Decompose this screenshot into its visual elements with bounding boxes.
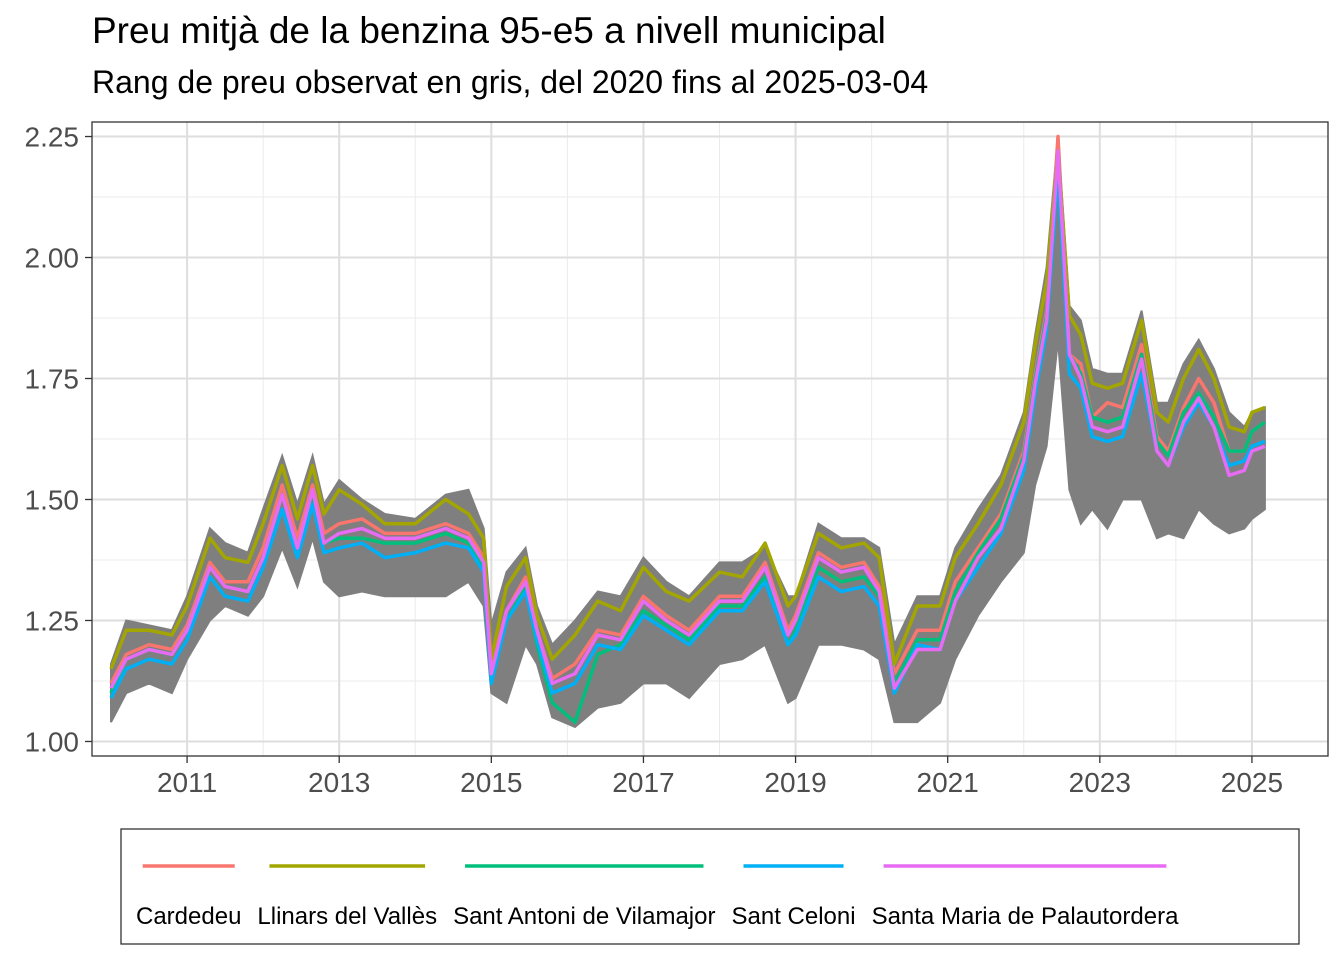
legend-label: Santa Maria de Palautordera	[872, 903, 1180, 930]
price-range-band	[110, 136, 1266, 729]
y-tick-label: 2.25	[25, 122, 80, 153]
x-tick-label: 2011	[157, 767, 217, 798]
x-tick-label: 2019	[764, 767, 826, 798]
legend-label: Llinars del Vallès	[257, 903, 437, 930]
series-lines	[109, 134, 1266, 724]
x-tick-label: 2021	[917, 767, 979, 798]
grid-lines	[92, 122, 1328, 756]
y-tick-label: 1.75	[25, 364, 80, 395]
legend-label: Sant Antoni de Vilamajor	[453, 903, 715, 930]
series-line	[109, 149, 1266, 670]
y-tick-label: 1.00	[25, 726, 80, 757]
plot-border	[91, 121, 1329, 757]
x-tick-label: 2025	[1221, 767, 1283, 798]
legend-label: Cardedeu	[136, 903, 241, 930]
y-tick-label: 2.00	[25, 243, 80, 274]
legend: Cardedeu Llinars del Vallès Sant Antoni de…	[120, 828, 1300, 945]
y-axis: 1.00 1.25 1.50 1.75 2.00 2.25	[25, 122, 92, 757]
chart-title: Preu mitjà de la benzina 95-e5 a nivell …	[92, 10, 886, 51]
series-line	[109, 168, 1266, 699]
chart-subtitle: Rang de preu observat en gris, del 2020 …	[92, 64, 929, 100]
x-tick-label: 2023	[1069, 767, 1131, 798]
legend-box	[120, 828, 1300, 945]
range-band-area	[110, 136, 1266, 729]
series-line	[109, 149, 1266, 690]
legend-label: Sant Celoni	[731, 903, 855, 930]
x-tick-label: 2015	[460, 767, 522, 798]
x-axis: 2011 2013 2015 2017 2019 2021 2023 2025	[157, 756, 1283, 798]
x-tick-label: 2017	[612, 767, 674, 798]
y-tick-label: 1.50	[25, 484, 80, 515]
x-tick-label: 2013	[308, 767, 370, 798]
y-tick-label: 1.25	[25, 605, 80, 636]
